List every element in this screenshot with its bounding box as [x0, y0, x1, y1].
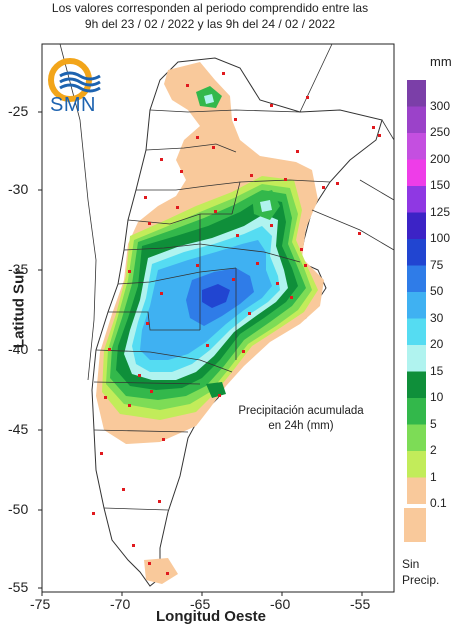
legend-swatch-10: [407, 371, 426, 398]
legend-swatch-2: [407, 424, 426, 451]
precip-area-75: [202, 284, 230, 308]
legend-label-50: 50: [430, 284, 444, 298]
y-tick-label: -35: [8, 261, 29, 277]
y-tick-marks: [38, 111, 42, 589]
legend-label-250: 250: [430, 125, 451, 139]
legend-swatch-1: [407, 451, 426, 478]
y-tick-label: -30: [8, 181, 29, 197]
legend-swatch-300: [407, 80, 426, 107]
legend-swatch-125: [407, 186, 426, 213]
y-tick-label: -25: [8, 103, 29, 119]
legend-color-bar: [407, 80, 426, 504]
smn-logo-icon: [48, 58, 101, 102]
legend-label-10: 10: [430, 390, 444, 404]
legend-label-200: 200: [430, 151, 451, 166]
legend-swatch-50: [407, 265, 426, 292]
precip-patch-tip: [144, 558, 178, 584]
x-tick-label: -60: [270, 596, 291, 612]
legend-swatch-20: [407, 318, 426, 345]
map-header: Los valores corresponden al periodo comp…: [0, 0, 420, 32]
legend-swatch-100: [407, 212, 426, 239]
y-tick-label: -50: [8, 501, 29, 517]
legend-label-2: 2: [430, 443, 437, 457]
x-tick-label: -75: [30, 596, 51, 612]
legend-label-15: 15: [430, 363, 444, 378]
legend-label-125: 125: [430, 204, 451, 219]
annotation-line-1: Precipitación acumulada: [238, 405, 364, 417]
header-line-1: Los valores corresponden al periodo comp…: [51, 1, 369, 15]
x-tick-label: -70: [110, 596, 131, 612]
legend-label-30: 30: [430, 310, 444, 325]
precip-patch-north-inner: [204, 94, 214, 104]
y-axis-title: Latitud Sur: [10, 268, 28, 349]
legend-unit: mm: [430, 54, 452, 69]
legend-label-75: 75: [430, 257, 444, 272]
x-tick-marks: [41, 592, 363, 596]
x-tick-label: -65: [190, 596, 211, 612]
header-line-2: 9h del 23 / 02 / 2022 y las 9h del 24 / …: [84, 17, 336, 31]
weather-stations: [92, 72, 381, 575]
precip-patch-northeast-inner: [260, 200, 272, 212]
no-precip-line-1: Sin: [402, 557, 420, 571]
legend-swatch-250: [407, 106, 426, 133]
x-axis-title: Longitud Oeste: [156, 608, 266, 625]
x-tick-label: -55: [350, 596, 371, 612]
legend-no-precip-label: Sin Precip.: [402, 556, 439, 588]
legend-swatch-15: [407, 345, 426, 372]
country-borders: [59, 43, 395, 381]
legend-label-300: 300: [430, 98, 451, 113]
legend-swatch-150: [407, 159, 426, 186]
y-tick-label: -40: [8, 341, 29, 357]
annotation-line-2: en 24h (mm): [268, 420, 334, 432]
y-tick-label: -55: [8, 579, 29, 595]
legend-label-0.1: 0.1: [430, 496, 447, 510]
legend-label-20: 20: [430, 337, 444, 351]
legend-swatch-75: [407, 239, 426, 266]
legend-swatch-30: [407, 292, 426, 319]
smn-logo-text: SMN: [50, 94, 96, 116]
legend-swatch-5: [407, 398, 426, 425]
legend-label-1: 1: [430, 469, 437, 484]
y-tick-label: -45: [8, 421, 29, 437]
legend-no-precip-box: [404, 508, 426, 542]
no-precip-line-2: Precip.: [402, 573, 440, 587]
legend-label-100: 100: [430, 231, 451, 245]
legend-swatch-200: [407, 133, 426, 160]
map-annotation: Precipitación acumulada en 24h (mm): [216, 404, 386, 434]
legend-swatch-0.1: [407, 477, 426, 504]
legend-label-5: 5: [430, 416, 437, 431]
legend-label-150: 150: [430, 178, 451, 192]
